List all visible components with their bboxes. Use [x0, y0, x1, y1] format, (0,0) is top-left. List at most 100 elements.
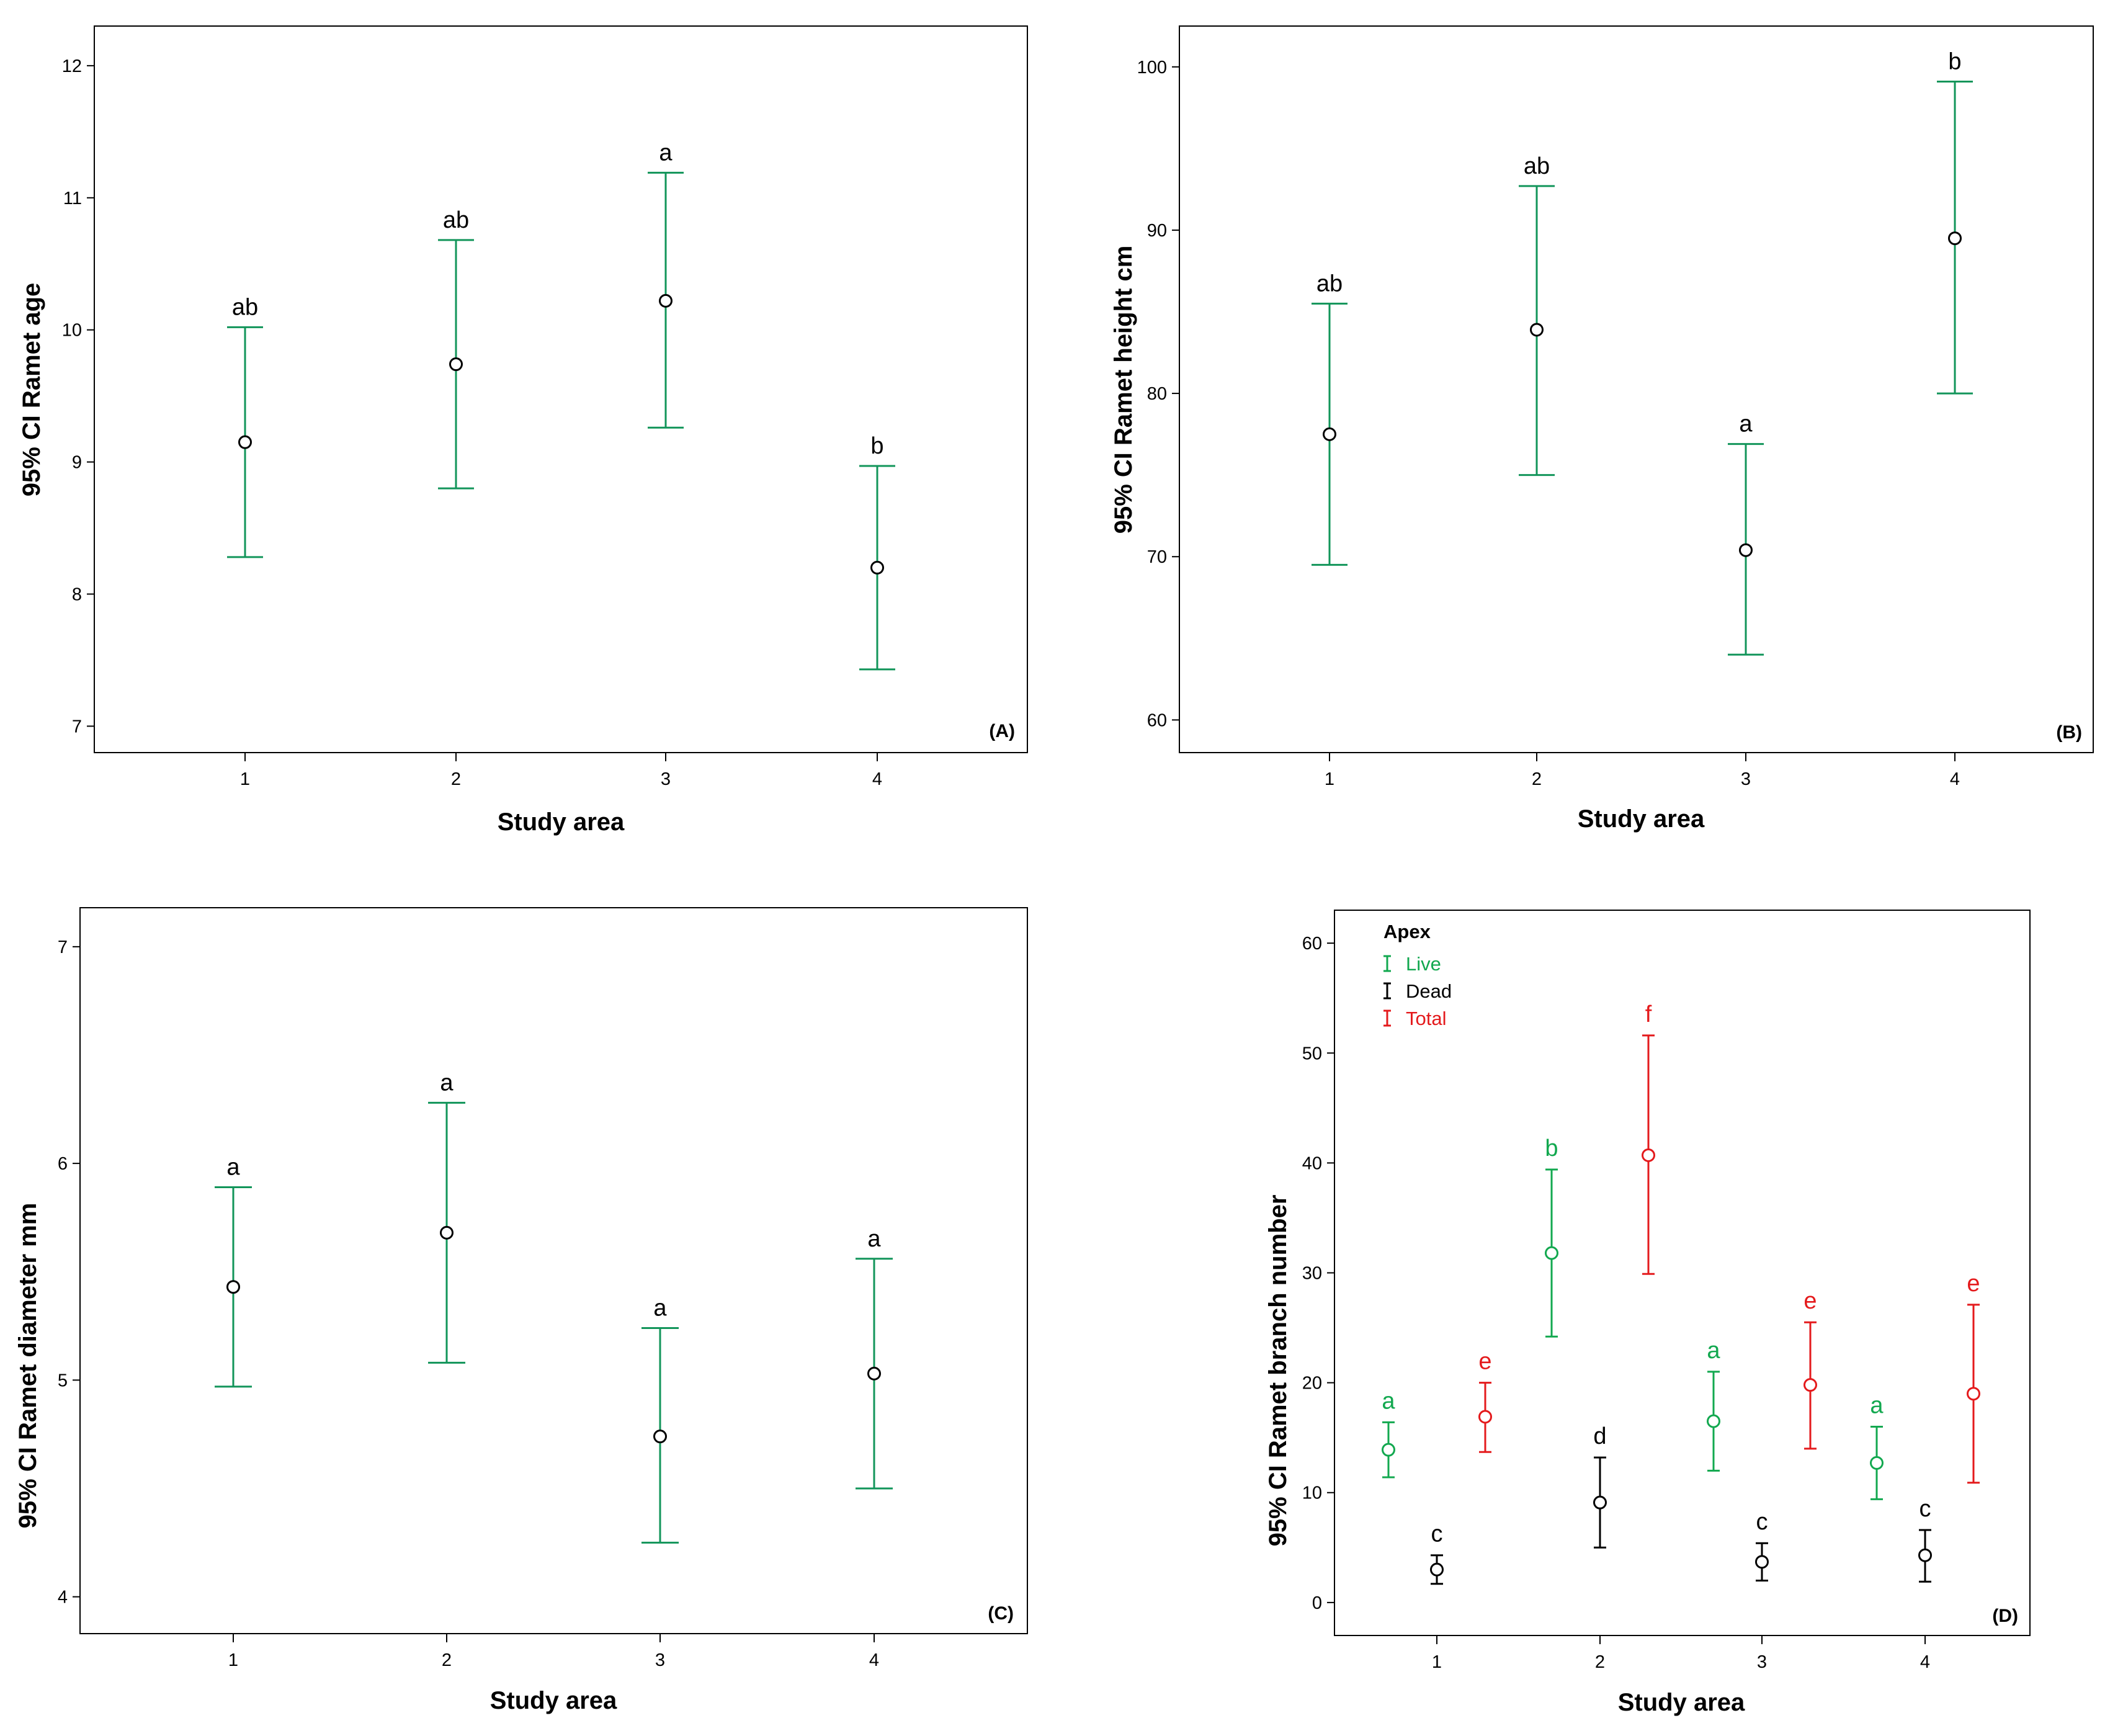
- significance-letter: d: [1593, 1423, 1606, 1449]
- y-tick-label: 7: [72, 717, 82, 736]
- mean-point: [1323, 427, 1336, 441]
- x-tick-label: 2: [442, 1650, 452, 1670]
- mean-point: [1755, 1555, 1769, 1569]
- y-tick-label: 60: [1302, 934, 1322, 954]
- significance-letter: a: [1707, 1338, 1720, 1364]
- y-tick-label: 5: [58, 1371, 68, 1390]
- mean-point: [1530, 323, 1544, 337]
- mean-point: [870, 560, 884, 575]
- significance-letter: ab: [1524, 153, 1550, 179]
- x-tick-label: 2: [1532, 769, 1542, 789]
- mean-point: [1803, 1378, 1817, 1392]
- x-axis-title: Study area: [490, 1687, 617, 1714]
- mean-point: [1739, 543, 1753, 557]
- plot-frame: [1179, 25, 2094, 753]
- x-tick-label: 4: [1950, 769, 1960, 789]
- significance-letter: b: [870, 433, 883, 459]
- x-axis: 1 2 3 4: [228, 1634, 879, 1670]
- x-tick-label: 2: [1595, 1652, 1605, 1672]
- x-tick-label: 4: [869, 1650, 879, 1670]
- significance-letter: b: [1545, 1135, 1558, 1161]
- x-axis: 1 2 3 4: [240, 753, 882, 789]
- significance-letter: c: [1920, 1496, 1931, 1522]
- x-tick-label: 3: [1741, 769, 1751, 789]
- mean-point: [1478, 1410, 1492, 1424]
- mean-point: [238, 435, 252, 449]
- significance-letter: b: [1948, 48, 1961, 74]
- significance-letter: ab: [232, 294, 258, 320]
- significance-letter: a: [1870, 1392, 1884, 1418]
- x-tick-label: 2: [451, 769, 461, 789]
- y-tick-label: 10: [62, 321, 82, 341]
- x-tick-label: 3: [1757, 1652, 1767, 1672]
- significance-letter: a: [1739, 411, 1753, 437]
- y-tick-label: 20: [1302, 1374, 1322, 1394]
- x-tick-label: 1: [240, 769, 250, 789]
- mean-point: [1918, 1548, 1932, 1562]
- x-axis: 1 2 3 4: [1325, 753, 1960, 789]
- legend: Apex Live Dead Total: [1383, 921, 1452, 1029]
- legend-title: Apex: [1383, 921, 1431, 942]
- significance-letter: a: [440, 1070, 454, 1096]
- y-tick-label: 10: [1302, 1483, 1322, 1503]
- panel-label: (D): [1992, 1606, 2018, 1626]
- mean-point: [1382, 1443, 1395, 1457]
- mean-point: [1948, 231, 1962, 246]
- significance-letter: c: [1431, 1521, 1443, 1547]
- y-tick-label: 9: [72, 453, 82, 473]
- x-tick-label: 1: [228, 1650, 238, 1670]
- y-axis: 4 5 6 7: [58, 937, 80, 1608]
- mean-point: [867, 1366, 881, 1380]
- y-tick-label: 90: [1147, 221, 1167, 241]
- panel-label: (C): [988, 1603, 1014, 1624]
- x-tick-label: 1: [1432, 1652, 1442, 1672]
- significance-letter: a: [867, 1226, 881, 1252]
- significance-letter: a: [1382, 1388, 1395, 1414]
- mean-point: [1870, 1456, 1884, 1470]
- plot-frame: [94, 25, 1028, 753]
- series-live: a b a a: [1382, 1135, 1884, 1500]
- significance-letter: c: [1756, 1509, 1768, 1535]
- significance-letter: f: [1645, 1001, 1652, 1027]
- significance-letter: e: [1967, 1271, 1980, 1297]
- x-tick-label: 4: [872, 769, 882, 789]
- y-tick-label: 40: [1302, 1153, 1322, 1173]
- x-tick-label: 4: [1920, 1652, 1930, 1672]
- y-tick-label: 8: [72, 585, 82, 605]
- legend-entry-label: Dead: [1406, 980, 1452, 1002]
- panel-label: (B): [2056, 722, 2082, 743]
- significance-letter: a: [226, 1155, 240, 1181]
- x-axis: 1 2 3 4: [1432, 1635, 1930, 1672]
- x-tick-label: 3: [655, 1650, 665, 1670]
- plot-frame: [79, 907, 1028, 1634]
- error-bars: a b a a c d c c e f e e: [1382, 1001, 1980, 1585]
- y-tick-label: 70: [1147, 547, 1167, 567]
- x-tick-label: 1: [1325, 769, 1334, 789]
- y-axis-title: 95% CI Ramet branch number: [1264, 1195, 1292, 1547]
- series-total: e f e e: [1478, 1001, 1980, 1484]
- y-tick-label: 100: [1137, 58, 1167, 78]
- y-tick-label: 7: [58, 937, 68, 957]
- y-tick-label: 11: [63, 189, 82, 208]
- x-axis-title: Study area: [1618, 1689, 1745, 1716]
- mean-point: [440, 1225, 454, 1240]
- y-tick-label: 12: [62, 56, 82, 76]
- legend-entry-label: Live: [1406, 953, 1441, 975]
- mean-point: [1967, 1387, 1980, 1401]
- error-bars: a a a a: [215, 1070, 893, 1544]
- mean-point: [1430, 1562, 1444, 1577]
- y-tick-label: 4: [58, 1588, 68, 1608]
- y-tick-label: 50: [1302, 1044, 1322, 1063]
- y-axis: 0 10 20 30 40 50 60: [1302, 934, 1334, 1613]
- x-tick-label: 3: [661, 769, 671, 789]
- x-axis-title: Study area: [1578, 805, 1705, 833]
- y-tick-label: 30: [1302, 1264, 1322, 1284]
- significance-letter: a: [659, 140, 673, 166]
- mean-point: [1593, 1495, 1607, 1510]
- panel-label: (A): [989, 721, 1015, 741]
